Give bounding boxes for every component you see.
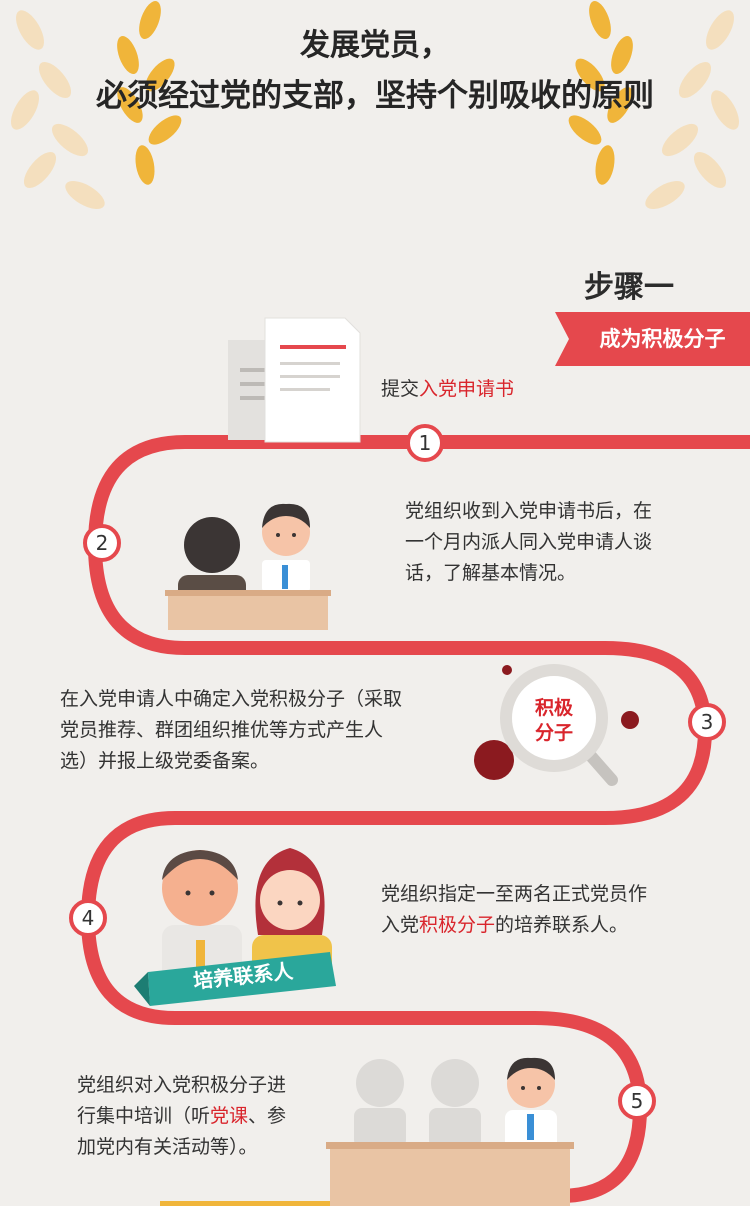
training-scene-icon bbox=[326, 1057, 574, 1206]
item1-text-prefix: 提交 bbox=[381, 378, 420, 400]
item3-text: 在入党申请人中确定入党积极分子（采取 党员推荐、群团组织推优等方式产生人 选）并… bbox=[60, 684, 480, 777]
item4-text: 党组织指定一至两名正式党员作 入党积极分子的培养联系人。 bbox=[381, 879, 721, 941]
magnifier-icon bbox=[474, 664, 639, 786]
item4-line2: 入党积极分子的培养联系人。 bbox=[381, 910, 721, 941]
step-number-3: 3 bbox=[688, 703, 726, 741]
item5-text: 党组织对入党积极分子进 行集中培训（听党课、参 加党内有关活动等）。 bbox=[77, 1070, 337, 1163]
item1-text-highlight: 入党申请书 bbox=[419, 378, 515, 400]
item2-line: 一个月内派人同入党申请人谈 bbox=[405, 531, 653, 553]
page-title-line2: 必须经过党的支部，坚持个别吸收的原则 bbox=[96, 78, 654, 114]
laurel-right-icon bbox=[568, 0, 633, 185]
item4-line1: 党组织指定一至两名正式党员作 bbox=[381, 883, 648, 905]
interview-scene-icon bbox=[165, 503, 331, 630]
item2-text: 党组织收到入党申请书后，在 一个月内派人同入党申请人谈 话，了解基本情况。 bbox=[405, 496, 735, 589]
item5-line2-suffix: 、参 bbox=[248, 1105, 287, 1127]
item4-line2-prefix: 入党 bbox=[381, 914, 420, 936]
laurel-left-faint-icon bbox=[11, 10, 105, 209]
step-heading: 步骤一 bbox=[584, 270, 674, 305]
item3-line: 在入党申请人中确定入党积极分子（采取 bbox=[60, 688, 403, 710]
item3-line: 党员推荐、群团组织推优等方式产生人 bbox=[60, 719, 384, 741]
application-document-icon bbox=[228, 317, 361, 443]
item5-line1: 党组织对入党积极分子进 bbox=[77, 1074, 287, 1096]
magnifier-label-line2: 分子 bbox=[534, 722, 573, 744]
laurel-right-faint-icon bbox=[645, 10, 739, 209]
step-number-5: 5 bbox=[618, 1082, 656, 1120]
page-title-line1: 发展党员， bbox=[300, 28, 450, 63]
item2-line: 党组织收到入党申请书后，在 bbox=[405, 500, 653, 522]
laurel-left-icon bbox=[117, 0, 182, 185]
item5-line2-prefix: 行集中培训（听 bbox=[77, 1105, 211, 1127]
step-ribbon: 成为积极分子 bbox=[555, 312, 750, 366]
mentors-scene-icon bbox=[134, 848, 336, 1006]
magnifier-label: 积极 分子 bbox=[514, 696, 594, 746]
item4-line2-suffix: 的培养联系人。 bbox=[495, 914, 629, 936]
item2-line: 话，了解基本情况。 bbox=[405, 562, 577, 584]
item4-line2-highlight: 积极分子 bbox=[419, 914, 496, 936]
step-number-2: 2 bbox=[83, 524, 121, 562]
step-number-1: 1 bbox=[406, 424, 444, 462]
item1-text: 提交入党申请书 bbox=[381, 374, 514, 405]
magnifier-label-line1: 积极 bbox=[534, 697, 573, 719]
item5-line2: 行集中培训（听党课、参 bbox=[77, 1101, 337, 1132]
item5-line3: 加党内有关活动等）。 bbox=[77, 1136, 258, 1158]
item3-line: 选）并报上级党委备案。 bbox=[60, 750, 270, 772]
step-number-4: 4 bbox=[69, 899, 107, 937]
winding-road bbox=[80, 435, 750, 1203]
item5-line2-highlight: 党课 bbox=[210, 1105, 249, 1127]
